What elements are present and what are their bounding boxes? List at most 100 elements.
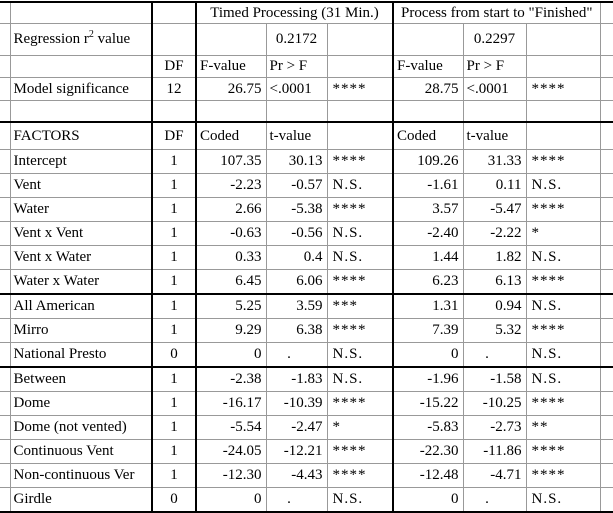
empty-cell: [0, 269, 11, 295]
factor-t-value-full-process: .: [462, 342, 527, 368]
empty-cell: [151, 100, 197, 123]
empty-cell: [599, 487, 613, 513]
factor-t-value-full-process: -4.71: [462, 463, 527, 488]
factor-significance-full-process: N.S.: [525, 293, 601, 319]
regression-r2-label: Regression r2 value: [9, 23, 153, 56]
factor-coded-full-process: -22.30: [392, 439, 464, 464]
empty-cell: [0, 221, 11, 246]
factor-t-value-timed: -12.21: [265, 439, 328, 464]
factor-t-value-full-process: .: [462, 487, 527, 513]
factor-label: All American: [9, 293, 153, 319]
empty-cell: [599, 415, 613, 440]
factor-label: Water x Water: [9, 269, 153, 295]
regression-r2-label-text: Regression r: [13, 31, 89, 47]
empty-cell: [0, 55, 11, 78]
empty-cell: [599, 366, 613, 392]
factor-label: Water: [9, 197, 153, 222]
empty-cell: [0, 293, 11, 319]
empty-cell: [525, 55, 601, 78]
empty-cell: [599, 221, 613, 246]
table-header-row: Timed Processing (31 Min.) Process from …: [0, 1, 613, 24]
empty-cell: [0, 23, 11, 56]
model-f-value-full-process: 28.75: [392, 77, 464, 101]
empty-cell: [0, 173, 11, 198]
empty-cell: [195, 100, 267, 123]
factor-coded-timed: -12.30: [195, 463, 267, 488]
factor-coded-timed: -0.63: [195, 221, 267, 246]
empty-cell: [599, 293, 613, 319]
factor-df: 1: [151, 318, 197, 343]
factor-coded-full-process: 1.31: [392, 293, 464, 319]
factor-t-value-full-process: -5.47: [462, 197, 527, 222]
factors-df-header: DF: [151, 121, 197, 150]
factor-coded-full-process: -5.83: [392, 415, 464, 440]
factor-df: 1: [151, 269, 197, 295]
empty-cell: [0, 100, 11, 123]
factor-coded-timed: 0: [195, 487, 267, 513]
factor-coded-full-process: -1.61: [392, 173, 464, 198]
model-pr-f-timed: <.0001: [265, 77, 328, 101]
empty-cell: [599, 439, 613, 464]
factor-label: National Presto: [9, 342, 153, 368]
factor-df: 1: [151, 463, 197, 488]
factor-significance-full-process: ****: [525, 463, 601, 488]
table-row: Dome 1 -16.17 -10.39 **** -15.22 -10.25 …: [0, 391, 613, 416]
t-value-header-timed: t-value: [265, 121, 328, 150]
factor-significance-timed: N.S.: [326, 342, 394, 368]
factor-significance-timed: ***: [326, 293, 394, 319]
factor-label: Continuous Vent: [9, 439, 153, 464]
factor-coded-full-process: 0: [392, 487, 464, 513]
factors-header-row: FACTORS DF Coded t-value Coded t-value: [0, 121, 613, 150]
empty-cell: [599, 463, 613, 488]
factor-significance-full-process: **: [525, 415, 601, 440]
factor-significance-full-process: N.S.: [525, 366, 601, 392]
factor-coded-full-process: -15.22: [392, 391, 464, 416]
factor-t-value-timed: -5.38: [265, 197, 328, 222]
factor-df: 0: [151, 487, 197, 513]
factor-t-value-full-process: 0.94: [462, 293, 527, 319]
factor-coded-timed: 0: [195, 342, 267, 368]
empty-cell: [0, 77, 11, 101]
factor-t-value-full-process: 5.32: [462, 318, 527, 343]
empty-cell: [151, 1, 197, 24]
factor-significance-timed: *: [326, 415, 394, 440]
model-sig-timed: ****: [326, 77, 394, 101]
empty-cell: [599, 149, 613, 174]
empty-cell: [599, 269, 613, 295]
factor-t-value-timed: -4.43: [265, 463, 328, 488]
factor-coded-full-process: 109.26: [392, 149, 464, 174]
empty-cell: [0, 197, 11, 222]
table-row: Vent x Vent 1 -0.63 -0.56 N.S. -2.40 -2.…: [0, 221, 613, 246]
model-significance-label: Model significance: [9, 77, 153, 101]
table-row: Girdle 0 0 . N.S. 0 . N.S.: [0, 487, 613, 513]
factor-significance-full-process: N.S.: [525, 173, 601, 198]
empty-cell: [265, 100, 328, 123]
factor-coded-timed: 2.66: [195, 197, 267, 222]
factor-significance-timed: N.S.: [326, 173, 394, 198]
empty-cell: [0, 487, 11, 513]
factor-label: Non-continuous Ver: [9, 463, 153, 488]
factor-t-value-timed: 3.59: [265, 293, 328, 319]
coded-header-full-process: Coded: [392, 121, 464, 150]
empty-cell: [525, 100, 601, 123]
empty-cell: [599, 318, 613, 343]
factor-t-value-timed: .: [265, 342, 328, 368]
column-group-header-timed: Timed Processing (31 Min.): [195, 1, 394, 24]
factor-significance-full-process: *: [525, 221, 601, 246]
factor-label: Dome: [9, 391, 153, 416]
factor-significance-full-process: ****: [525, 269, 601, 295]
factor-df: 1: [151, 366, 197, 392]
factor-t-value-full-process: -2.73: [462, 415, 527, 440]
factor-label: Vent x Vent: [9, 221, 153, 246]
r2-value-timed: 0.2172: [265, 23, 328, 56]
factor-coded-full-process: 0: [392, 342, 464, 368]
factor-label: Dome (not vented): [9, 415, 153, 440]
factor-coded-timed: -16.17: [195, 391, 267, 416]
factor-t-value-full-process: -11.86: [462, 439, 527, 464]
pr-f-header-full-process: Pr > F: [462, 55, 527, 78]
r2-exponent: 2: [88, 29, 94, 40]
factor-t-value-timed: -2.47: [265, 415, 328, 440]
df-header: DF: [151, 55, 197, 78]
table-row: National Presto 0 0 . N.S. 0 . N.S.: [0, 342, 613, 368]
factor-coded-timed: 107.35: [195, 149, 267, 174]
